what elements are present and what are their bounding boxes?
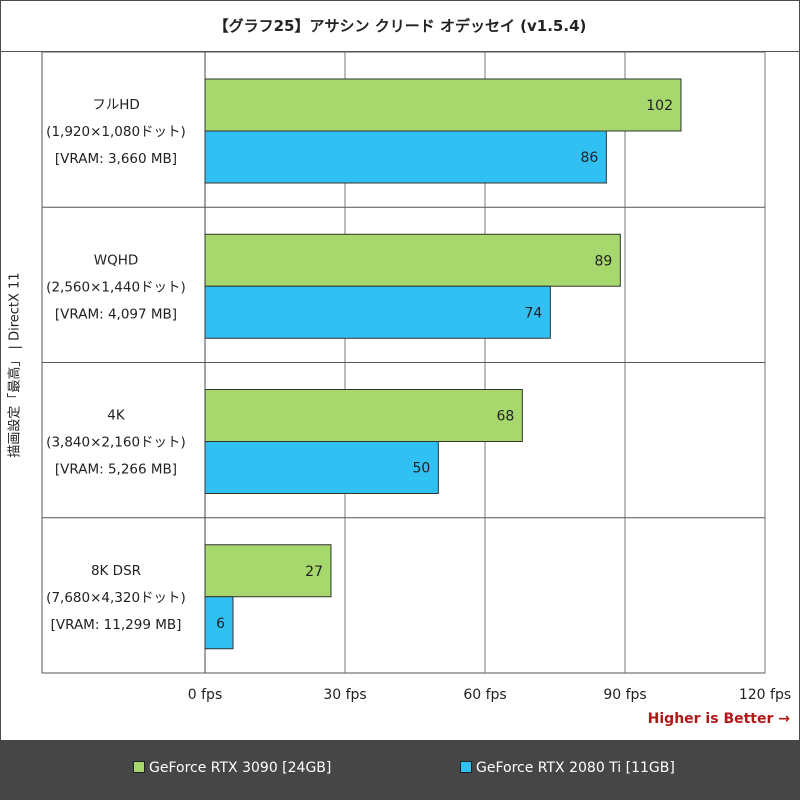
bar bbox=[204, 130, 607, 184]
bar-chart: フルHD (1,920×1,080ドット) [VRAM: 3,660 MB] 102 8… bbox=[41, 51, 791, 703]
category-label: [VRAM: 5,266 MB] bbox=[55, 462, 177, 478]
bar-value-label: 74 bbox=[525, 305, 543, 321]
category-label: (7,680×4,320ドット) bbox=[46, 590, 186, 606]
x-tick-label: 30 fps bbox=[323, 687, 366, 703]
bar-value-label: 6 bbox=[216, 616, 225, 632]
category-label: [VRAM: 11,299 MB] bbox=[51, 617, 182, 633]
category-label: 4K bbox=[107, 408, 126, 424]
category-label: [VRAM: 4,097 MB] bbox=[55, 306, 177, 322]
category-label: (2,560×1,440ドット) bbox=[46, 279, 186, 295]
bar bbox=[204, 596, 234, 650]
category-label: (3,840×2,160ドット) bbox=[46, 435, 186, 451]
legend-item-rtx3090: GeForce RTX 3090 [24GB] bbox=[133, 740, 331, 800]
bar-value-label: 89 bbox=[595, 253, 613, 269]
legend-bar: GeForce RTX 3090 [24GB] GeForce RTX 2080… bbox=[0, 740, 800, 800]
bar bbox=[204, 441, 439, 494]
x-tick-label: 60 fps bbox=[463, 687, 506, 703]
legend-label-rtx2080ti: GeForce RTX 2080 Ti [11GB] bbox=[476, 760, 675, 776]
bar-value-label: 68 bbox=[497, 409, 515, 425]
bar bbox=[204, 233, 621, 287]
category-label: フルHD bbox=[92, 97, 140, 113]
x-tick-label: 120 fps bbox=[739, 687, 791, 703]
legend-label-rtx3090: GeForce RTX 3090 [24GB] bbox=[149, 760, 332, 776]
bar-value-label: 50 bbox=[413, 461, 431, 477]
bar-value-label: 86 bbox=[581, 150, 599, 166]
higher-is-better-note: Higher is Better → bbox=[647, 711, 790, 727]
bar bbox=[204, 78, 682, 132]
bar bbox=[204, 389, 523, 442]
legend-swatch-rtx3090 bbox=[133, 761, 145, 773]
category-label: (1,920×1,080ドット) bbox=[46, 124, 186, 140]
category-label: WQHD bbox=[94, 252, 139, 268]
legend-swatch-rtx2080ti bbox=[460, 761, 472, 773]
x-tick-label: 90 fps bbox=[603, 687, 646, 703]
category-label: [VRAM: 3,660 MB] bbox=[55, 151, 177, 167]
bar bbox=[204, 544, 332, 598]
bar-value-label: 27 bbox=[305, 564, 323, 580]
bar bbox=[204, 285, 551, 339]
x-tick-label: 0 fps bbox=[188, 687, 222, 703]
category-label: 8K DSR bbox=[91, 563, 141, 579]
legend-item-rtx2080ti: GeForce RTX 2080 Ti [11GB] bbox=[460, 740, 675, 800]
bar-value-label: 102 bbox=[646, 98, 673, 114]
